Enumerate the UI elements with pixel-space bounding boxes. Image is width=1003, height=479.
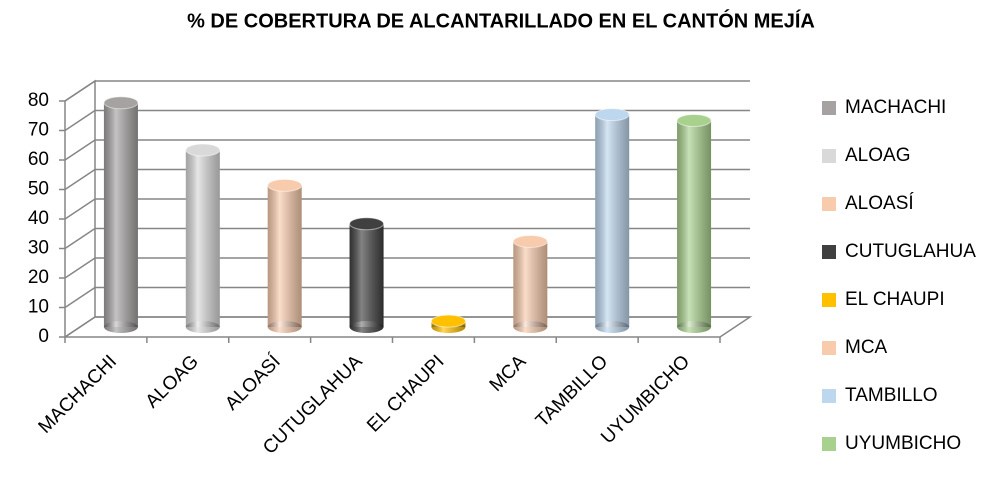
y-tick-label: 40 [28, 208, 49, 229]
cylinder-base-shade [595, 321, 630, 333]
cylinder-top [594, 108, 630, 122]
legend-swatch [822, 101, 836, 115]
chart-title: % DE COBERTURA DE ALCANTARILLADO EN EL C… [187, 8, 815, 32]
legend-label: ALOAG [845, 145, 910, 166]
legend-label: MACHACHI [845, 97, 946, 118]
cylinder-top [349, 217, 385, 231]
cylinder [349, 217, 385, 333]
bar-shade [677, 120, 712, 327]
cylinder-base-shade [185, 321, 220, 333]
grid-line [64, 198, 750, 220]
cylinder-base-shade [349, 321, 384, 333]
legend-label: UYUMBICHO [845, 433, 961, 454]
y-tick-label: 20 [28, 267, 49, 288]
y-tick-label: 10 [28, 297, 49, 318]
x-tick-label: MCA [486, 351, 531, 396]
bar-shade [513, 241, 548, 327]
legend-swatch [822, 341, 836, 355]
grid-line [64, 168, 750, 191]
cylinder-base-shade [267, 321, 302, 333]
legend-swatch [822, 245, 836, 259]
grid-line [64, 316, 750, 338]
grid-line [64, 257, 750, 279]
cylinder [103, 96, 139, 333]
cylinder-top [676, 114, 712, 127]
grid-line [64, 109, 750, 132]
legend-swatch [822, 293, 836, 307]
x-tick-label: TAMBILLO [532, 351, 612, 431]
x-tick-label: EL CHAUPI [363, 351, 448, 436]
cylinder [676, 114, 712, 333]
bar-shade [595, 114, 630, 327]
cylinder [512, 234, 548, 333]
grid-line [64, 286, 750, 309]
cylinder-base-shade [103, 321, 138, 333]
grid-line [64, 139, 750, 161]
x-tick-label: ALOAG [142, 351, 203, 412]
bar-shade [349, 223, 384, 327]
legend-label: CUTUGLAHUA [845, 241, 976, 262]
cylinder [594, 108, 630, 333]
bar-shade [185, 150, 220, 327]
cylinder [267, 178, 303, 333]
legend-label: ALOASÍ [845, 193, 914, 214]
y-tick-label: 0 [38, 326, 49, 347]
grid-line [64, 227, 750, 250]
legend-label: TAMBILLO [845, 385, 938, 406]
legend-label: MCA [845, 337, 888, 358]
legend-swatch [822, 389, 836, 403]
x-tick-label: ALOASÍ [221, 351, 285, 415]
grid-line [64, 80, 750, 102]
floor [65, 316, 753, 338]
bar-shade [103, 102, 138, 327]
legend-swatch [822, 437, 836, 451]
y-tick-label: 30 [28, 238, 49, 259]
x-tick-label: MACHACHI [35, 351, 122, 438]
y-tick-label: 50 [28, 179, 49, 200]
cylinder-top [512, 234, 548, 248]
cylinder [185, 143, 221, 333]
legend-label: EL CHAUPI [845, 289, 945, 310]
y-tick-label: 70 [28, 120, 49, 141]
legend-swatch [822, 197, 836, 211]
y-tick-label: 60 [28, 149, 49, 170]
y-tick-label: 80 [28, 90, 49, 111]
cylinder [430, 314, 466, 333]
cylinder-top [185, 143, 221, 157]
cylinder-top [103, 96, 139, 110]
cylinder-top [267, 178, 303, 192]
cylinder-base-shade [513, 321, 548, 333]
bar-shade [267, 185, 302, 327]
cylinder-top [430, 314, 466, 328]
legend-swatch [822, 149, 836, 163]
cylinder-base-shade [677, 321, 712, 333]
